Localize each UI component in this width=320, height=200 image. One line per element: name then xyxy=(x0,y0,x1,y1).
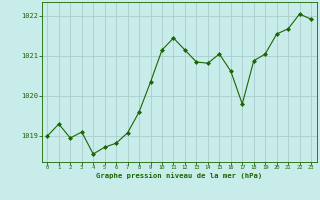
X-axis label: Graphe pression niveau de la mer (hPa): Graphe pression niveau de la mer (hPa) xyxy=(96,172,262,179)
